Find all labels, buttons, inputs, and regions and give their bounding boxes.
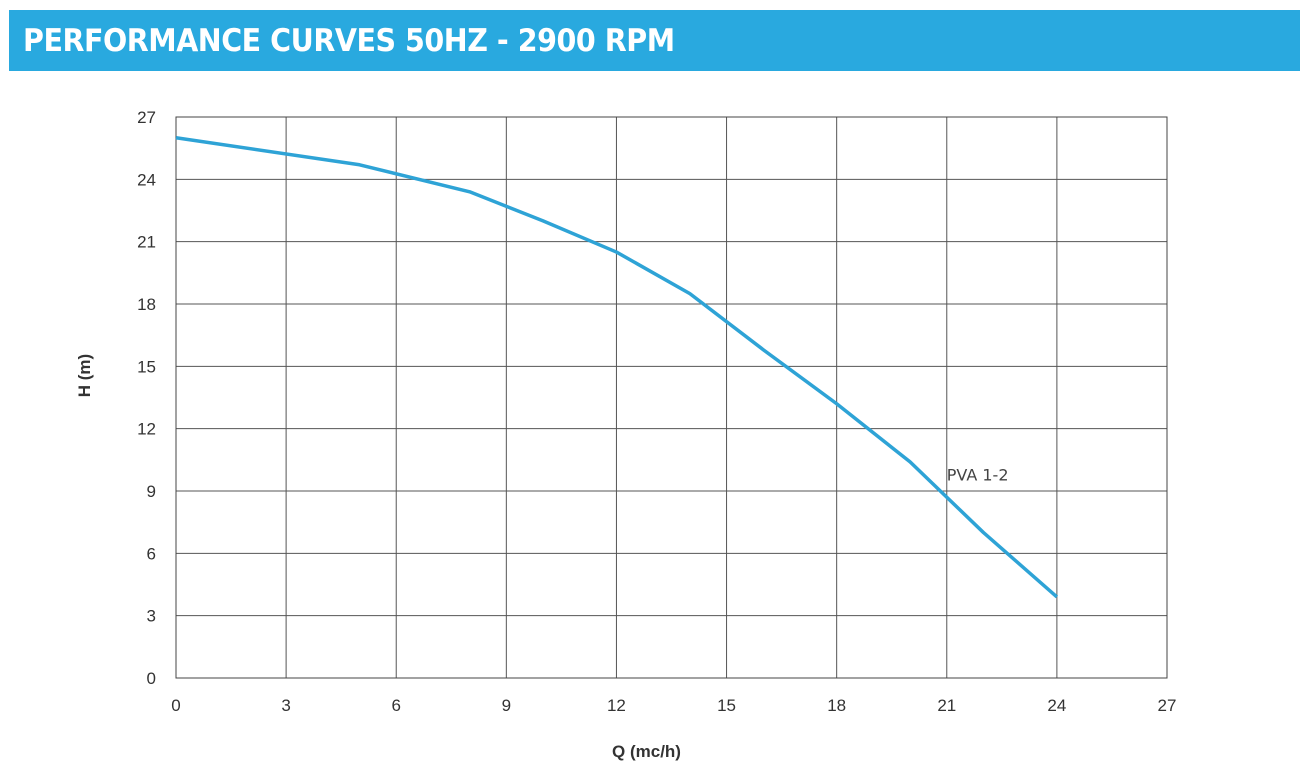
x-tick-label: 6 [391, 696, 400, 715]
plot-area-border [175, 116, 1168, 679]
y-axis-title: H (m) [75, 354, 94, 397]
y-tick-label: 24 [137, 170, 156, 189]
x-tick-label: 12 [607, 696, 626, 715]
x-tick-label: 21 [937, 696, 956, 715]
header-banner: PERFORMANCE CURVES 50HZ - 2900 RPM [9, 10, 1300, 71]
x-tick-label: 3 [281, 696, 290, 715]
x-axis-title: Q (mc/h) [612, 742, 681, 761]
y-tick-label: 18 [137, 295, 156, 314]
x-tick-label: 18 [827, 696, 846, 715]
x-tick-label: 9 [502, 696, 511, 715]
x-tick-label: 24 [1047, 696, 1066, 715]
y-tick-label: 6 [147, 544, 156, 563]
x-tick-label: 0 [171, 696, 180, 715]
y-tick-label: 12 [137, 420, 156, 439]
y-tick-label: 3 [147, 607, 156, 626]
y-tick-label: 15 [137, 357, 156, 376]
y-tick-label: 21 [137, 233, 156, 252]
series-label: PVA 1-2 [947, 466, 1009, 485]
x-tick-label: 15 [717, 696, 736, 715]
y-tick-label: 27 [137, 108, 156, 127]
x-tick-label: 27 [1158, 696, 1177, 715]
y-tick-label: 9 [147, 482, 156, 501]
page-title: PERFORMANCE CURVES 50HZ - 2900 RPM [23, 22, 675, 59]
series-line-pva-1-2 [175, 136, 1059, 599]
y-tick-label: 0 [147, 669, 156, 688]
